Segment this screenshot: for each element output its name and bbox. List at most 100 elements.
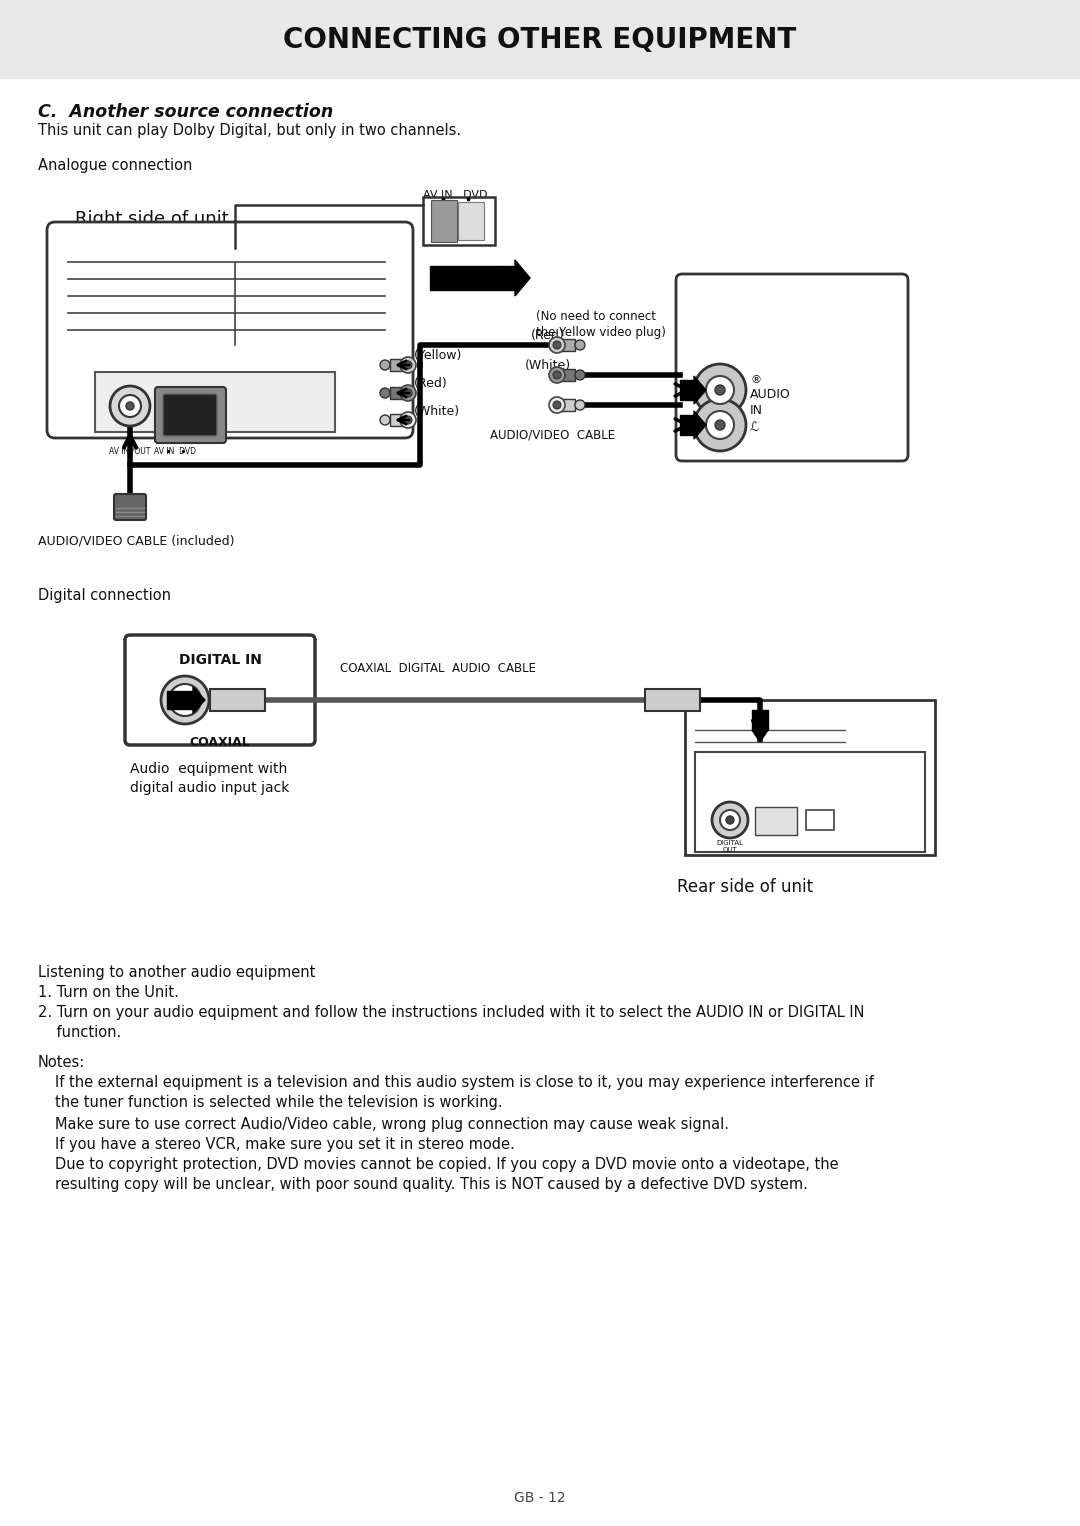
Circle shape bbox=[549, 337, 565, 353]
Polygon shape bbox=[694, 410, 706, 439]
Circle shape bbox=[549, 366, 565, 383]
Text: (White): (White) bbox=[525, 359, 571, 371]
FancyBboxPatch shape bbox=[114, 494, 146, 520]
FancyBboxPatch shape bbox=[163, 394, 217, 436]
Text: 1. Turn on the Unit.: 1. Turn on the Unit. bbox=[38, 984, 179, 1000]
Circle shape bbox=[694, 398, 746, 452]
Text: This unit can play Dolby Digital, but only in two channels.: This unit can play Dolby Digital, but on… bbox=[38, 124, 461, 137]
Circle shape bbox=[706, 410, 734, 439]
Text: AUDIO/VIDEO CABLE (included): AUDIO/VIDEO CABLE (included) bbox=[38, 536, 234, 548]
Bar bbox=[210, 690, 265, 711]
Circle shape bbox=[553, 371, 561, 378]
Text: AUDIO: AUDIO bbox=[750, 389, 791, 401]
FancyBboxPatch shape bbox=[156, 388, 226, 443]
Text: (Red): (Red) bbox=[531, 328, 565, 342]
Bar bbox=[553, 369, 575, 382]
Circle shape bbox=[161, 676, 210, 723]
Circle shape bbox=[715, 420, 725, 430]
Bar bbox=[458, 201, 484, 240]
Text: the Yellow video plug): the Yellow video plug) bbox=[536, 327, 666, 339]
Circle shape bbox=[712, 803, 748, 838]
Text: (No need to connect: (No need to connect bbox=[536, 310, 656, 324]
Text: If you have a stereo VCR, make sure you set it in stereo mode.: If you have a stereo VCR, make sure you … bbox=[55, 1137, 515, 1152]
Circle shape bbox=[110, 386, 150, 426]
Bar bbox=[431, 200, 457, 243]
Circle shape bbox=[380, 388, 390, 398]
Circle shape bbox=[126, 401, 134, 410]
Bar bbox=[390, 359, 411, 371]
Text: the tuner function is selected while the television is working.: the tuner function is selected while the… bbox=[55, 1096, 502, 1109]
Circle shape bbox=[119, 395, 141, 417]
Text: stereo system, etc.: stereo system, etc. bbox=[703, 327, 843, 340]
Text: 2. Turn on your audio equipment and follow the instructions included with it to : 2. Turn on your audio equipment and foll… bbox=[38, 1006, 864, 1019]
Circle shape bbox=[380, 415, 390, 426]
Bar bbox=[755, 807, 797, 835]
Text: resulting copy will be unclear, with poor sound quality. This is NOT caused by a: resulting copy will be unclear, with poo… bbox=[55, 1177, 808, 1192]
Polygon shape bbox=[694, 375, 706, 404]
Circle shape bbox=[404, 417, 411, 424]
Bar bbox=[696, 752, 924, 852]
Circle shape bbox=[404, 362, 411, 369]
FancyBboxPatch shape bbox=[48, 221, 413, 438]
FancyBboxPatch shape bbox=[685, 700, 935, 855]
Bar bbox=[390, 414, 411, 426]
Circle shape bbox=[575, 400, 585, 410]
Text: ®: ® bbox=[750, 375, 761, 385]
Text: GB - 12: GB - 12 bbox=[514, 1491, 566, 1505]
Circle shape bbox=[553, 401, 561, 409]
Circle shape bbox=[400, 412, 416, 427]
Circle shape bbox=[380, 360, 390, 369]
Text: function.: function. bbox=[38, 1025, 121, 1041]
Circle shape bbox=[575, 340, 585, 349]
FancyBboxPatch shape bbox=[676, 275, 908, 461]
Bar bbox=[553, 339, 575, 351]
Bar bbox=[806, 810, 834, 830]
Text: (White): (White) bbox=[414, 404, 460, 418]
Text: DIGITAL
OUT: DIGITAL OUT bbox=[716, 839, 743, 853]
Text: Analogue connection: Analogue connection bbox=[38, 159, 192, 172]
Text: digital audio input jack: digital audio input jack bbox=[130, 781, 289, 795]
Bar bbox=[423, 197, 495, 246]
Text: If the external equipment is a television and this audio system is close to it, : If the external equipment is a televisio… bbox=[55, 1074, 874, 1090]
Text: Amplifier of: Amplifier of bbox=[703, 308, 787, 324]
Text: Make sure to use correct Audio/Video cable, wrong plug connection may cause weak: Make sure to use correct Audio/Video cab… bbox=[55, 1117, 729, 1132]
Text: COAXIAL: COAXIAL bbox=[190, 736, 251, 748]
Circle shape bbox=[694, 365, 746, 417]
Circle shape bbox=[726, 816, 734, 824]
Circle shape bbox=[715, 385, 725, 395]
Circle shape bbox=[549, 397, 565, 414]
Bar bbox=[95, 372, 335, 432]
Text: C.  Another source connection: C. Another source connection bbox=[38, 102, 334, 121]
Text: AV IN   DVD: AV IN DVD bbox=[422, 191, 487, 200]
FancyBboxPatch shape bbox=[125, 635, 315, 745]
Circle shape bbox=[720, 810, 740, 830]
Polygon shape bbox=[515, 259, 530, 296]
Text: ℒ: ℒ bbox=[750, 421, 759, 433]
Circle shape bbox=[553, 340, 561, 349]
Text: Digital connection: Digital connection bbox=[38, 588, 171, 603]
Circle shape bbox=[400, 385, 416, 401]
Text: Listening to another audio equipment: Listening to another audio equipment bbox=[38, 964, 315, 980]
Text: Audio  equipment with: Audio equipment with bbox=[130, 761, 287, 777]
Polygon shape bbox=[752, 729, 768, 742]
Circle shape bbox=[168, 684, 201, 716]
Text: AV IN /OUT: AV IN /OUT bbox=[109, 447, 151, 456]
Text: CONNECTING OTHER EQUIPMENT: CONNECTING OTHER EQUIPMENT bbox=[283, 26, 797, 53]
Text: COAXIAL  DIGITAL  AUDIO  CABLE: COAXIAL DIGITAL AUDIO CABLE bbox=[340, 661, 536, 674]
Circle shape bbox=[575, 369, 585, 380]
Text: Rear side of unit: Rear side of unit bbox=[677, 877, 813, 896]
Bar bbox=[390, 388, 411, 398]
Circle shape bbox=[400, 357, 416, 372]
Polygon shape bbox=[193, 687, 205, 713]
Text: IN: IN bbox=[750, 404, 762, 418]
Text: Due to copyright protection, DVD movies cannot be copied. If you copy a DVD movi: Due to copyright protection, DVD movies … bbox=[55, 1157, 839, 1172]
Text: Right side of unit: Right side of unit bbox=[75, 211, 229, 227]
Text: (Yellow): (Yellow) bbox=[414, 348, 462, 362]
Circle shape bbox=[179, 694, 191, 707]
Text: AV IN  DVD: AV IN DVD bbox=[154, 447, 195, 456]
Circle shape bbox=[706, 375, 734, 404]
Bar bbox=[0, 0, 1080, 78]
Bar bbox=[553, 398, 575, 410]
Circle shape bbox=[404, 389, 411, 397]
Bar bbox=[645, 690, 700, 711]
